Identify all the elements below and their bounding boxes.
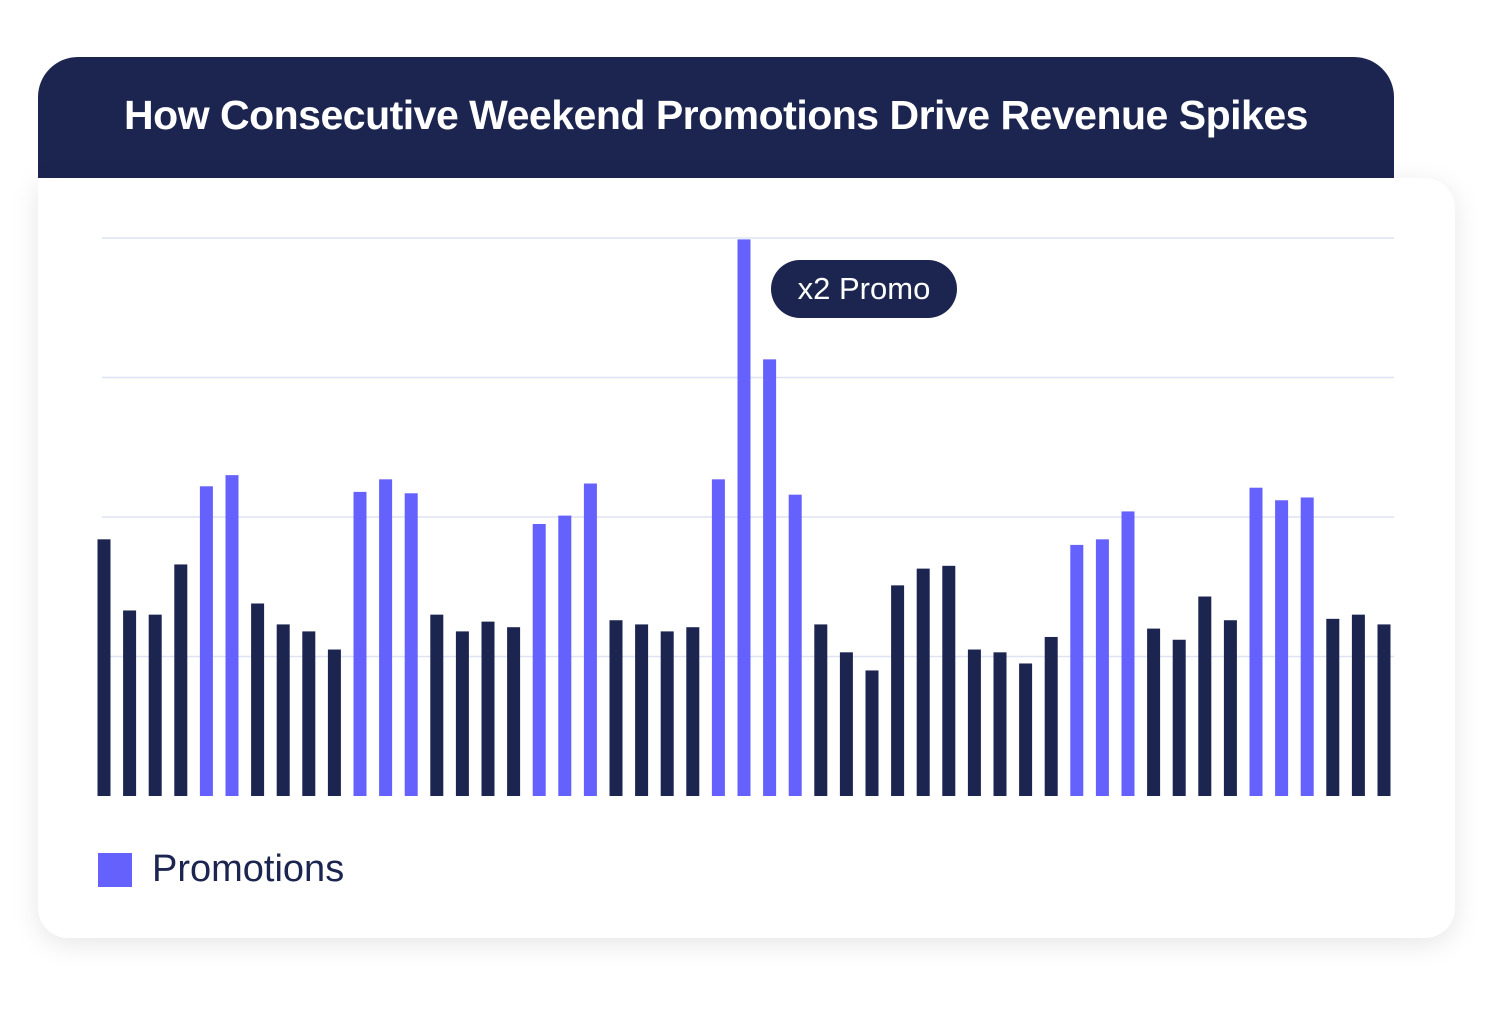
bar [1377,624,1391,796]
bar-promotion [558,515,572,796]
bar [916,568,930,796]
bar [993,652,1007,796]
legend: Promotions [98,848,344,891]
legend-swatch-promotions [98,852,132,887]
bar-promotion [737,239,751,796]
bar [1198,596,1212,796]
bar [1223,620,1237,796]
bar-promotion [1300,497,1314,796]
bar [839,652,853,796]
bar-promotion [711,479,725,796]
bar-promotion [1249,487,1263,796]
bar [123,610,137,796]
bar-promotion [1121,511,1135,796]
legend-label-promotions: Promotions [152,848,345,890]
bar [686,627,700,796]
bar [814,624,828,796]
bar-promotion [1095,539,1109,796]
bar-promotion [353,491,367,796]
bar [967,649,981,796]
bar [1351,614,1365,796]
bar-promotion [532,523,546,796]
bar [148,614,162,796]
bar [327,649,341,796]
bar [1044,636,1058,796]
bar [455,631,469,796]
bar [1019,663,1033,796]
bar-promotion [1070,544,1084,796]
bar-promotion [583,483,597,796]
bar [302,631,316,796]
bar [507,627,521,796]
bar-promotion [404,493,418,796]
bar [1326,618,1340,796]
bar-promotion [1275,500,1289,796]
bar [430,614,444,796]
bar-promotion [763,359,777,796]
bar [97,539,111,796]
annotation-label: x2 Promo [771,260,957,318]
bar [1147,628,1161,796]
bar [942,565,956,796]
bar-promotion [788,494,802,796]
bar [865,670,879,796]
bar [481,621,495,796]
bar [276,624,290,796]
bar [1172,639,1186,796]
bar [174,564,188,796]
bar-promotion [199,486,213,796]
bar-promotion [225,475,239,796]
bar [891,585,905,796]
bar [660,631,674,796]
bar [609,620,623,796]
chart-title: How Consecutive Weekend Promotions Drive… [124,92,1308,138]
bar-promotion [379,479,393,796]
bar [635,624,649,796]
bar [251,603,265,796]
